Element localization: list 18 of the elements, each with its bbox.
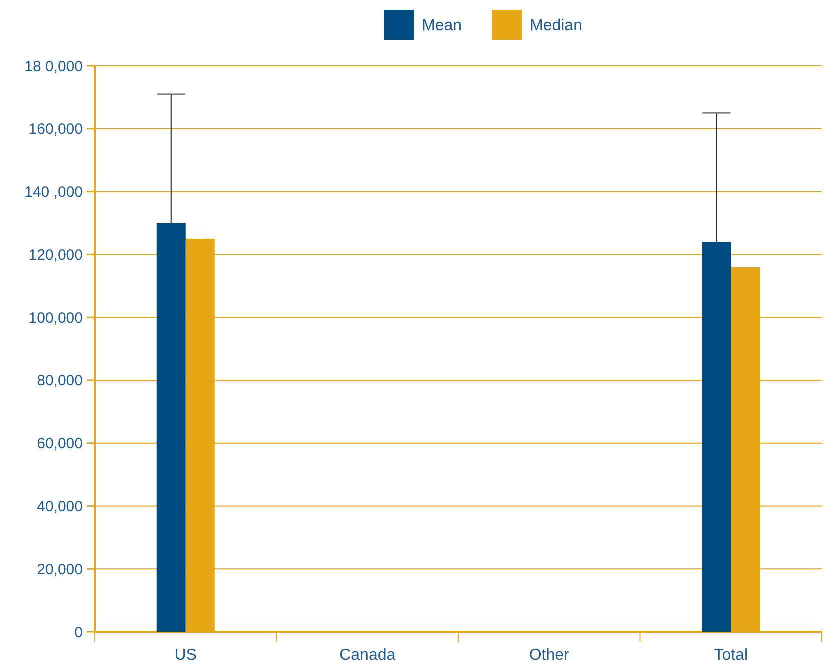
y-tick-label: 140 ,000 (24, 184, 83, 202)
y-tick-label: 100,000 (28, 310, 83, 327)
y-tick-label: 80,000 (37, 372, 83, 390)
x-tick-label: Total (714, 647, 748, 664)
x-tick-label: Other (529, 647, 570, 664)
y-tick-label: 120,000 (28, 246, 83, 264)
y-tick-label: 60,000 (37, 436, 83, 453)
legend-label: Median (530, 18, 582, 35)
y-tick-label: 18 0,000 (24, 58, 83, 76)
y-tick-label: 160,000 (28, 121, 83, 138)
x-tick-label: US (174, 647, 197, 664)
x-tick-label: Canada (340, 647, 396, 664)
y-tick-label: 40,000 (37, 498, 83, 516)
y-tick-label: 0 (74, 624, 83, 642)
bar (156, 223, 186, 632)
legend-label: Mean (422, 18, 462, 35)
bar (702, 242, 732, 632)
y-tick-label: 20,000 (37, 561, 83, 578)
